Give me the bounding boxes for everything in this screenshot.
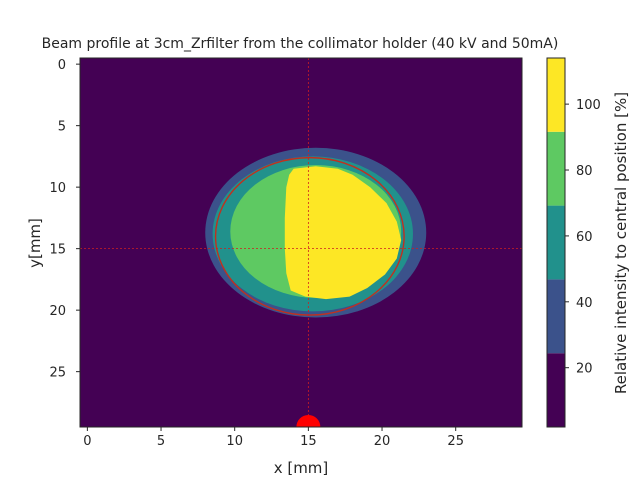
colorbar-band	[547, 58, 565, 132]
colorbar-tick-label: 20	[576, 362, 593, 377]
colorbar-band	[547, 131, 565, 206]
colorbar-tick-label: 80	[576, 164, 593, 179]
y-tick-label: 25	[49, 366, 66, 381]
y-tick-label: 20	[49, 304, 66, 319]
y-axis: 0 5 10 15 20 25	[49, 58, 80, 381]
y-tick-label: 5	[58, 120, 66, 135]
colorbar-band	[547, 279, 565, 354]
colorbar-label: Relative intensity to central position […	[612, 92, 630, 394]
x-tick-label: 20	[374, 434, 391, 449]
colorbar-tick-label: 60	[576, 230, 593, 245]
position-marker	[296, 415, 321, 427]
x-tick-label: 0	[83, 434, 91, 449]
x-axis-label: x [mm]	[274, 459, 329, 477]
x-axis: 0 5 10 15 20 25	[83, 427, 464, 449]
overlay-layers	[80, 58, 522, 427]
colorbar-band	[547, 353, 565, 427]
colorbar-band	[547, 205, 565, 280]
x-tick-label: 10	[226, 434, 243, 449]
y-tick-label: 15	[49, 243, 66, 258]
colorbar-tick-label: 100	[576, 98, 601, 113]
plot-area	[80, 58, 522, 427]
x-tick-label: 5	[157, 434, 165, 449]
fit-ellipse	[214, 156, 405, 316]
y-tick-label: 10	[49, 181, 66, 196]
x-tick-label: 15	[300, 434, 317, 449]
chart-title: Beam profile at 3cm_Zrfilter from the co…	[42, 36, 559, 52]
colorbar-frame	[546, 57, 566, 428]
contour-layers	[205, 147, 427, 318]
contour-level-4	[284, 166, 402, 300]
colorbar-tick-label: 40	[576, 296, 593, 311]
y-axis-label: y[mm]	[26, 218, 44, 268]
plot-frame	[79, 57, 523, 428]
x-tick-label: 25	[447, 434, 464, 449]
colorbar: 20 40 60 80 100	[546, 57, 601, 428]
y-tick-label: 0	[58, 58, 66, 73]
